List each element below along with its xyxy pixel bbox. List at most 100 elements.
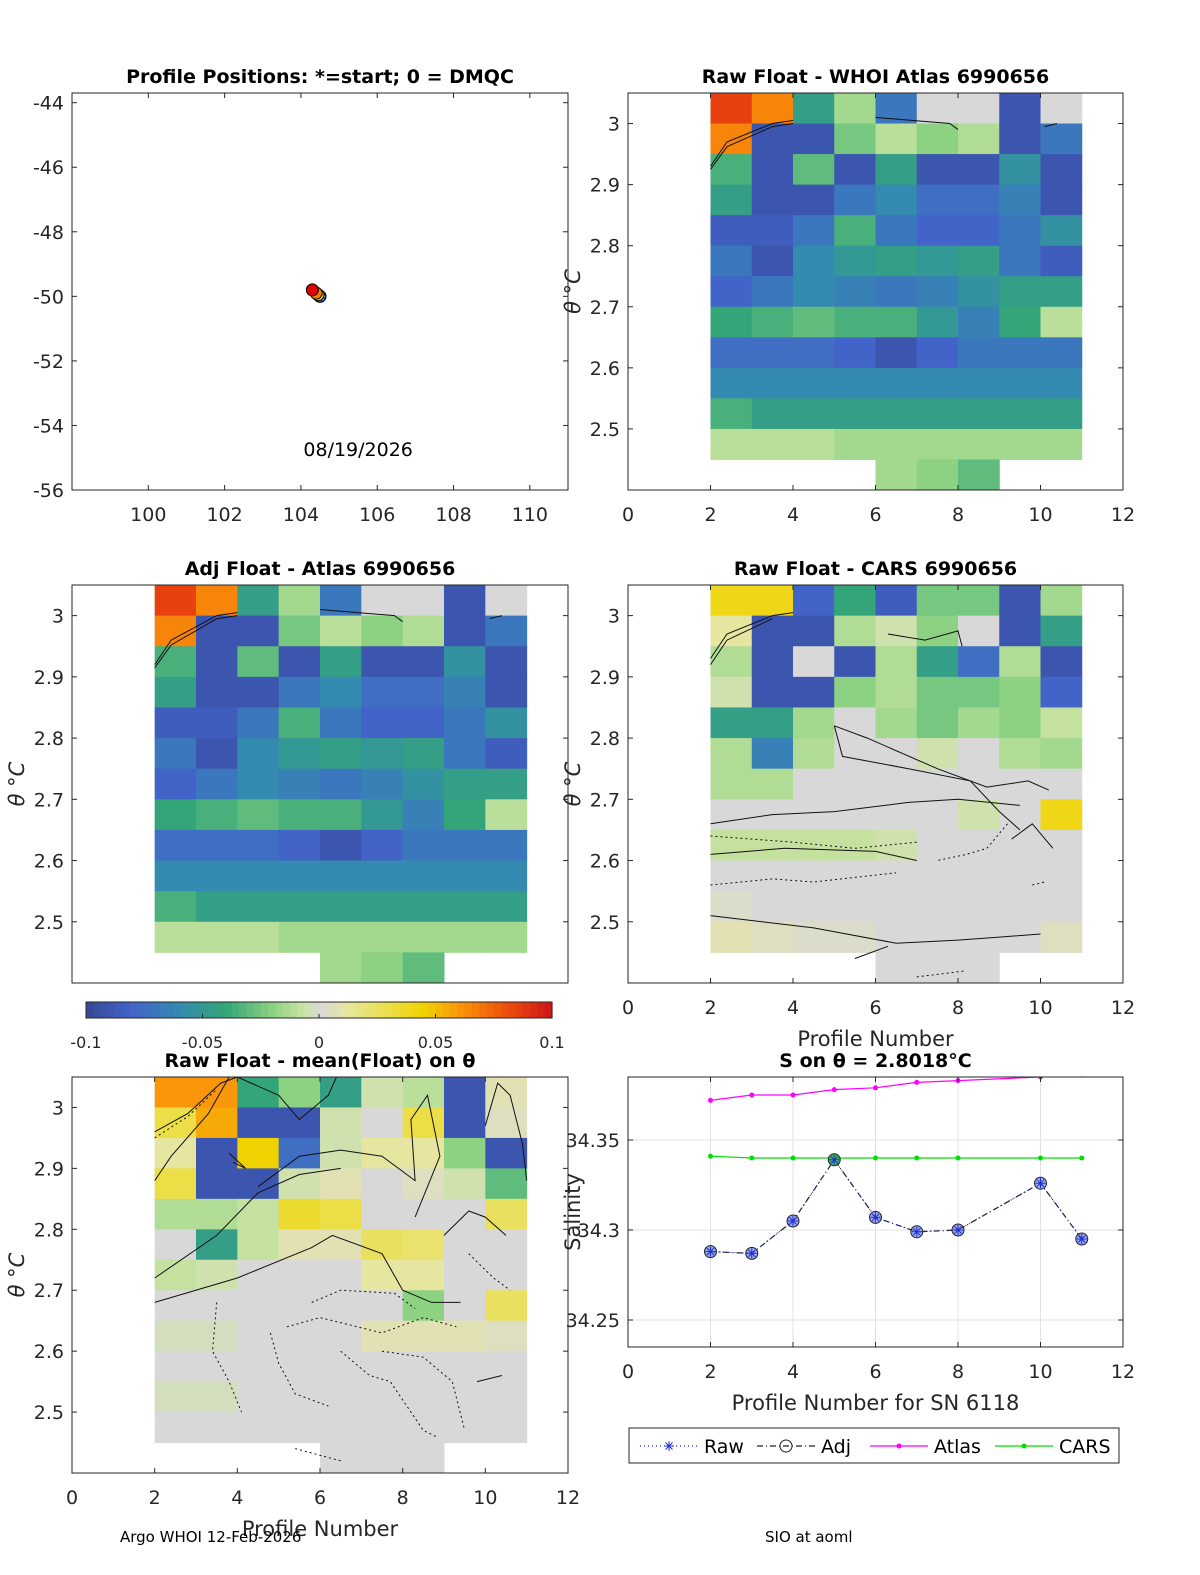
- x-tick-label: 4: [787, 504, 799, 526]
- heatmap-cell: [278, 1351, 321, 1383]
- colorbar-segment: [493, 1002, 502, 1018]
- heatmap-cell: [875, 306, 918, 338]
- heatmap-cell: [237, 1381, 280, 1413]
- heatmap-cell: [793, 585, 835, 617]
- heatmap-cell: [361, 921, 404, 953]
- contour-line: [489, 615, 503, 620]
- heatmap-cell: [958, 459, 1000, 491]
- heatmap-cell: [916, 768, 959, 800]
- heatmap-cell: [196, 1320, 238, 1352]
- data-point-raw: [746, 1248, 757, 1259]
- heatmap-cell: [793, 306, 835, 338]
- heatmap-cell: [751, 123, 794, 155]
- heatmap-cell: [916, 860, 959, 892]
- heatmap-cell: [999, 860, 1041, 892]
- heatmap-cell: [485, 1137, 528, 1169]
- heatmap-cell: [875, 459, 918, 491]
- heatmap-cell: [999, 829, 1041, 862]
- heatmap-cell: [361, 860, 404, 892]
- heatmap-cell: [1040, 829, 1083, 862]
- colorbar-segment: [340, 1002, 349, 1018]
- footer-right: SIO at aoml: [765, 1528, 853, 1546]
- heatmap-cell: [751, 428, 794, 460]
- heatmap-cell: [196, 585, 238, 617]
- contour-line: [875, 116, 959, 131]
- heatmap-cell: [485, 615, 528, 647]
- heatmap-cell: [402, 1320, 445, 1352]
- heatmap-cell: [444, 1351, 486, 1383]
- heatmap-cell: [834, 245, 876, 277]
- heatmap-cell: [154, 768, 197, 800]
- y-tick-label: 3: [52, 1097, 64, 1119]
- heatmap-cell: [999, 215, 1041, 247]
- contour-line: [1044, 123, 1058, 128]
- heatmap-cell: [278, 1137, 321, 1169]
- heatmap-cell: [793, 398, 835, 430]
- heatmap-cell: [320, 1412, 362, 1444]
- heatmap-cell: [710, 860, 753, 892]
- contour-line: [154, 615, 238, 668]
- colorbar-segment: [166, 1002, 174, 1018]
- heatmap-cell: [1040, 123, 1083, 155]
- heatmap-cell: [916, 306, 959, 338]
- axes-box: [71, 92, 569, 491]
- heatmap-cell: [485, 676, 528, 708]
- x-tick-label: 10: [1028, 504, 1052, 526]
- panel-adj-atlas: Adj Float - Atlas 6990656 3 2.9 2.8 2.7 2.6 2.…: [5, 558, 569, 984]
- heatmap-cell: [320, 768, 362, 800]
- heatmap-cell: [916, 952, 959, 984]
- heatmap-cell: [278, 921, 321, 953]
- heatmap-cell: [834, 860, 876, 892]
- heatmap-cell: [710, 646, 753, 678]
- x-tick-label: 10: [1028, 1361, 1052, 1383]
- heatmap-cell: [710, 215, 753, 247]
- heatmap-cell: [402, 768, 445, 800]
- y-tick-label: 34.3: [578, 1220, 620, 1242]
- colorbar-tick-label: -0.05: [182, 1033, 223, 1052]
- heatmap-cell: [154, 1168, 197, 1200]
- y-tick-label: 34.25: [566, 1310, 620, 1332]
- data-point-cars: [1038, 1155, 1043, 1161]
- heatmap-cell: [710, 245, 753, 277]
- heatmap-cell: [237, 891, 280, 923]
- heatmap-cell: [999, 337, 1041, 369]
- heatmap-cell: [320, 1290, 362, 1322]
- heatmap-cell: [402, 921, 445, 953]
- heatmap-cell: [237, 1351, 280, 1383]
- panel-raw-whoi-atlas: Raw Float - WHOI Atlas 6990656 0 2 4 6 8 10 12 3…: [561, 66, 1135, 526]
- data-point-raw: [870, 1212, 881, 1223]
- heatmap-cell: [834, 276, 876, 308]
- heatmap-cell: [237, 1290, 280, 1322]
- heatmap-cell: [320, 1077, 362, 1108]
- x-tick-label: 2: [149, 1487, 161, 1509]
- data-point-atlas: [873, 1085, 878, 1091]
- heatmap-cell: [320, 1320, 362, 1352]
- contour-line: [887, 630, 963, 647]
- y-tick-label: 3: [608, 606, 620, 628]
- y-tick-label: 2.7: [590, 297, 620, 319]
- contour-line: [154, 1076, 230, 1181]
- heatmap-cell: [916, 123, 959, 155]
- colorbar-segment: [362, 1002, 371, 1018]
- heatmap-cell: [1040, 154, 1083, 186]
- data-point-raw: [953, 1225, 963, 1235]
- series-line-adj: [710, 1158, 1083, 1255]
- heatmap-cell: [154, 1290, 197, 1322]
- heatmap-cell: [361, 1381, 404, 1413]
- x-tick-label: 108: [435, 504, 471, 526]
- y-tick-label: -44: [33, 93, 64, 115]
- contour-line: [916, 970, 967, 978]
- data-point-raw: [1076, 1234, 1087, 1244]
- x-axis-label: Profile Number: [242, 1517, 399, 1541]
- heatmap-cell: [485, 1229, 528, 1261]
- x-tick-label: 8: [952, 1361, 964, 1383]
- heatmap-cell: [1040, 891, 1083, 923]
- heatmap-cell: [999, 891, 1041, 923]
- heatmap-cell: [1040, 860, 1083, 892]
- x-tick-label: 0: [66, 1487, 78, 1509]
- heatmap-cell: [875, 921, 918, 953]
- heatmap-cell: [237, 829, 280, 862]
- y-tick-label: -50: [33, 286, 64, 308]
- heatmap-cell: [793, 184, 835, 216]
- heatmap-cell: [751, 676, 794, 708]
